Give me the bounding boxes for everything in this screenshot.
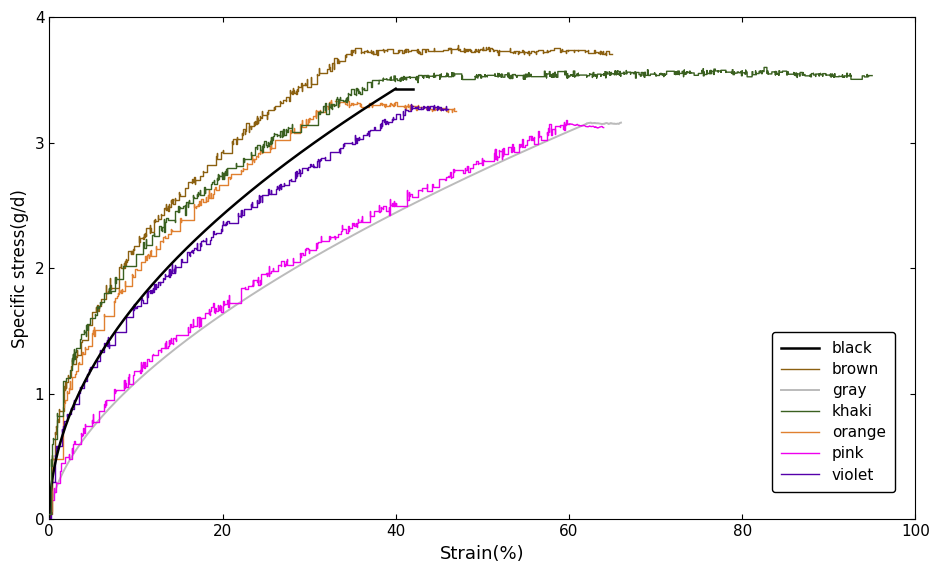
X-axis label: Strain(%): Strain(%)	[440, 545, 525, 563]
Y-axis label: Specific stress(g/d): Specific stress(g/d)	[11, 189, 29, 348]
Legend: black, brown, gray, khaki, orange, pink, violet: black, brown, gray, khaki, orange, pink,…	[772, 332, 895, 492]
